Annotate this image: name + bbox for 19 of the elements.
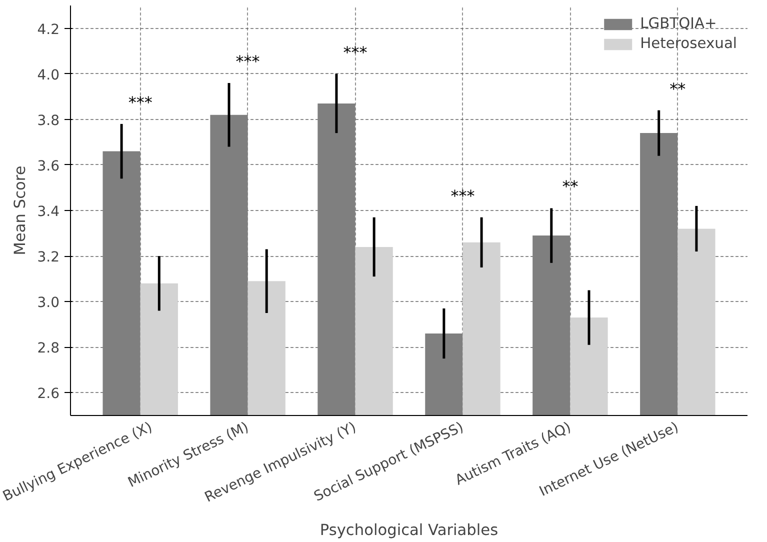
y-tick-label: 3.6 — [37, 158, 60, 174]
x-axis-title: Psychological Variables — [320, 521, 498, 540]
annotation: *** — [236, 52, 260, 71]
y-tick-label: 4.0 — [37, 67, 60, 84]
y-tick-label: 3.2 — [37, 250, 60, 266]
y-tick-label: 3.8 — [37, 112, 60, 129]
y-axis-title: Mean Score — [11, 166, 30, 256]
legend-label: LGBTQIA+ — [640, 15, 717, 32]
annotation: *** — [343, 42, 368, 62]
y-tick-label: 3.4 — [37, 204, 60, 220]
annotation: ** — [670, 79, 686, 98]
y-tick-label: 3.0 — [37, 295, 60, 312]
y-tick-label: 4.2 — [37, 22, 60, 38]
y-tick-label: 2.8 — [37, 340, 60, 357]
annotation: ** — [562, 177, 578, 196]
y-tick-label: 2.6 — [37, 386, 60, 402]
annotation: *** — [450, 186, 475, 206]
annotation: *** — [128, 92, 152, 112]
legend-label: Heterosexual — [640, 35, 737, 52]
